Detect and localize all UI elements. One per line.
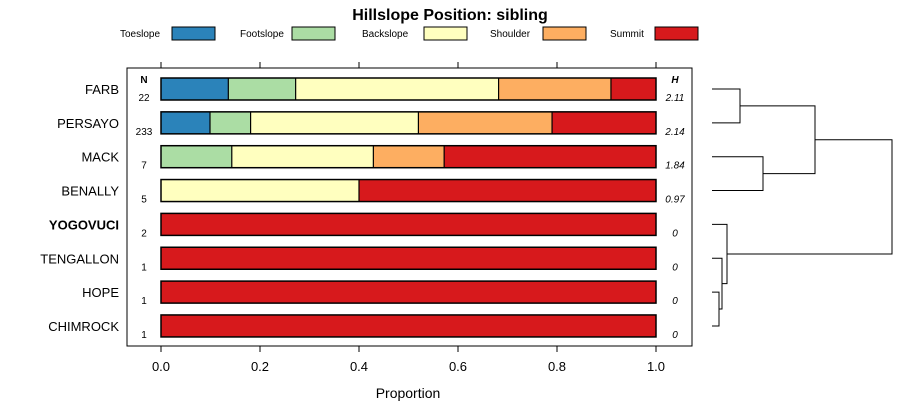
row-label-persayo: PERSAYO: [57, 116, 119, 131]
legend-swatch-toeslope: [171, 26, 216, 41]
x-tick-label: 0.2: [251, 359, 269, 374]
row-label-tengallon: TENGALLON: [40, 251, 119, 266]
bar-segment-farb-toeslope: [161, 78, 229, 100]
legend-swatch-shoulder: [542, 26, 587, 41]
dendrogram-branch: [712, 223, 728, 285]
h-value-persayo: 2.14: [664, 127, 685, 138]
bar-segment-persayo-shoulder: [418, 111, 553, 134]
x-tick-label: 1.0: [647, 359, 665, 374]
bar-segment-benally-backslope: [161, 179, 359, 202]
n-value-mack: 7: [141, 161, 147, 172]
legend: Toeslope Footslope Backslope Shoulder Summit: [120, 26, 699, 41]
x-tick-label: 0.8: [548, 359, 566, 374]
dendrogram-branch: [712, 291, 720, 327]
bar-outline-benally: [160, 178, 657, 203]
legend-swatch-summit: [654, 26, 699, 41]
bar-rows: FARB 22 2.11 PERSAYO 233 2.14 MACK 7 1.84 BENALLY…: [40, 77, 685, 341]
bar-outline-hope: [160, 280, 657, 304]
x-tick-label: 0.4: [350, 359, 368, 374]
dendrogram-branch: [712, 156, 764, 192]
x-tick-label: 0.0: [152, 359, 170, 374]
x-axis-title: Proportion: [376, 385, 441, 401]
bar-segment-benally-summit: [359, 179, 656, 202]
row-label-mack: MACK: [81, 150, 119, 165]
h-column-header: H: [671, 75, 679, 86]
legend-label-footslope: Footslope: [240, 29, 284, 40]
bar-outline-mack: [160, 144, 657, 169]
x-axis: 0.0 0.2 0.4 0.6 0.8 1.0: [152, 62, 665, 374]
bar-outline-chimrock: [160, 314, 657, 338]
bar-outline-tengallon: [160, 246, 657, 270]
bar-segment-chimrock-summit: [161, 314, 656, 337]
plot-panel: [126, 67, 693, 347]
dendrogram-branch: [727, 139, 893, 255]
row-label-chimrock: CHIMROCK: [48, 319, 119, 334]
h-value-yogovuci: 0: [672, 228, 678, 239]
bar-outline-persayo: [160, 111, 657, 135]
bar-segment-mack-summit: [444, 145, 656, 168]
dendrogram-branch: [740, 105, 816, 175]
row-label-yogovuci: YOGOVUCI: [49, 217, 119, 232]
x-tick-label: 0.6: [449, 359, 467, 374]
n-value-farb: 22: [138, 93, 150, 104]
dendrogram: [712, 88, 893, 327]
n-value-yogovuci: 2: [141, 228, 147, 239]
dendrogram-branch: [712, 88, 741, 124]
legend-label-summit: Summit: [610, 29, 644, 40]
h-value-mack: 1.84: [665, 161, 685, 172]
bar-segment-mack-footslope: [161, 145, 232, 168]
bar-segment-persayo-toeslope: [161, 111, 211, 134]
bar-segment-yogovuci-summit: [161, 213, 656, 236]
bar-outline-yogovuci: [160, 212, 657, 237]
n-value-chimrock: 1: [141, 330, 147, 341]
row-label-benally: BENALLY: [61, 184, 119, 199]
n-value-benally: 5: [141, 195, 147, 206]
bar-segment-farb-footslope: [228, 78, 296, 100]
row-label-farb: FARB: [85, 82, 119, 97]
legend-label-toeslope: Toeslope: [120, 29, 160, 40]
bar-segment-tengallon-summit: [161, 247, 656, 270]
bar-outline-farb: [160, 77, 657, 101]
h-value-farb: 2.11: [665, 93, 685, 104]
bar-segment-farb-backslope: [295, 78, 499, 100]
legend-swatch-backslope: [423, 26, 468, 41]
h-value-hope: 0: [672, 296, 678, 307]
bar-segment-persayo-summit: [552, 111, 656, 134]
legend-label-backslope: Backslope: [362, 29, 409, 40]
legend-swatch-footslope: [291, 26, 336, 41]
bar-segment-farb-summit: [610, 78, 656, 100]
h-value-tengallon: 0: [672, 262, 678, 273]
bar-segment-persayo-backslope: [250, 111, 419, 134]
n-value-hope: 1: [141, 296, 147, 307]
n-value-tengallon: 1: [141, 262, 147, 273]
n-column-header: N: [140, 75, 147, 86]
bar-segment-mack-shoulder: [373, 145, 445, 168]
bar-segment-farb-shoulder: [498, 78, 611, 100]
bar-segment-persayo-footslope: [210, 111, 251, 134]
n-value-persayo: 233: [136, 127, 153, 138]
legend-label-shoulder: Shoulder: [490, 29, 531, 40]
row-label-hope: HOPE: [82, 285, 119, 300]
bar-segment-mack-backslope: [231, 145, 374, 168]
bar-segment-hope-summit: [161, 281, 656, 304]
h-value-benally: 0.97: [665, 195, 685, 206]
h-value-chimrock: 0: [672, 330, 678, 341]
chart-title: Hillslope Position: sibling: [352, 7, 548, 24]
dendrogram-branch: [712, 257, 723, 310]
